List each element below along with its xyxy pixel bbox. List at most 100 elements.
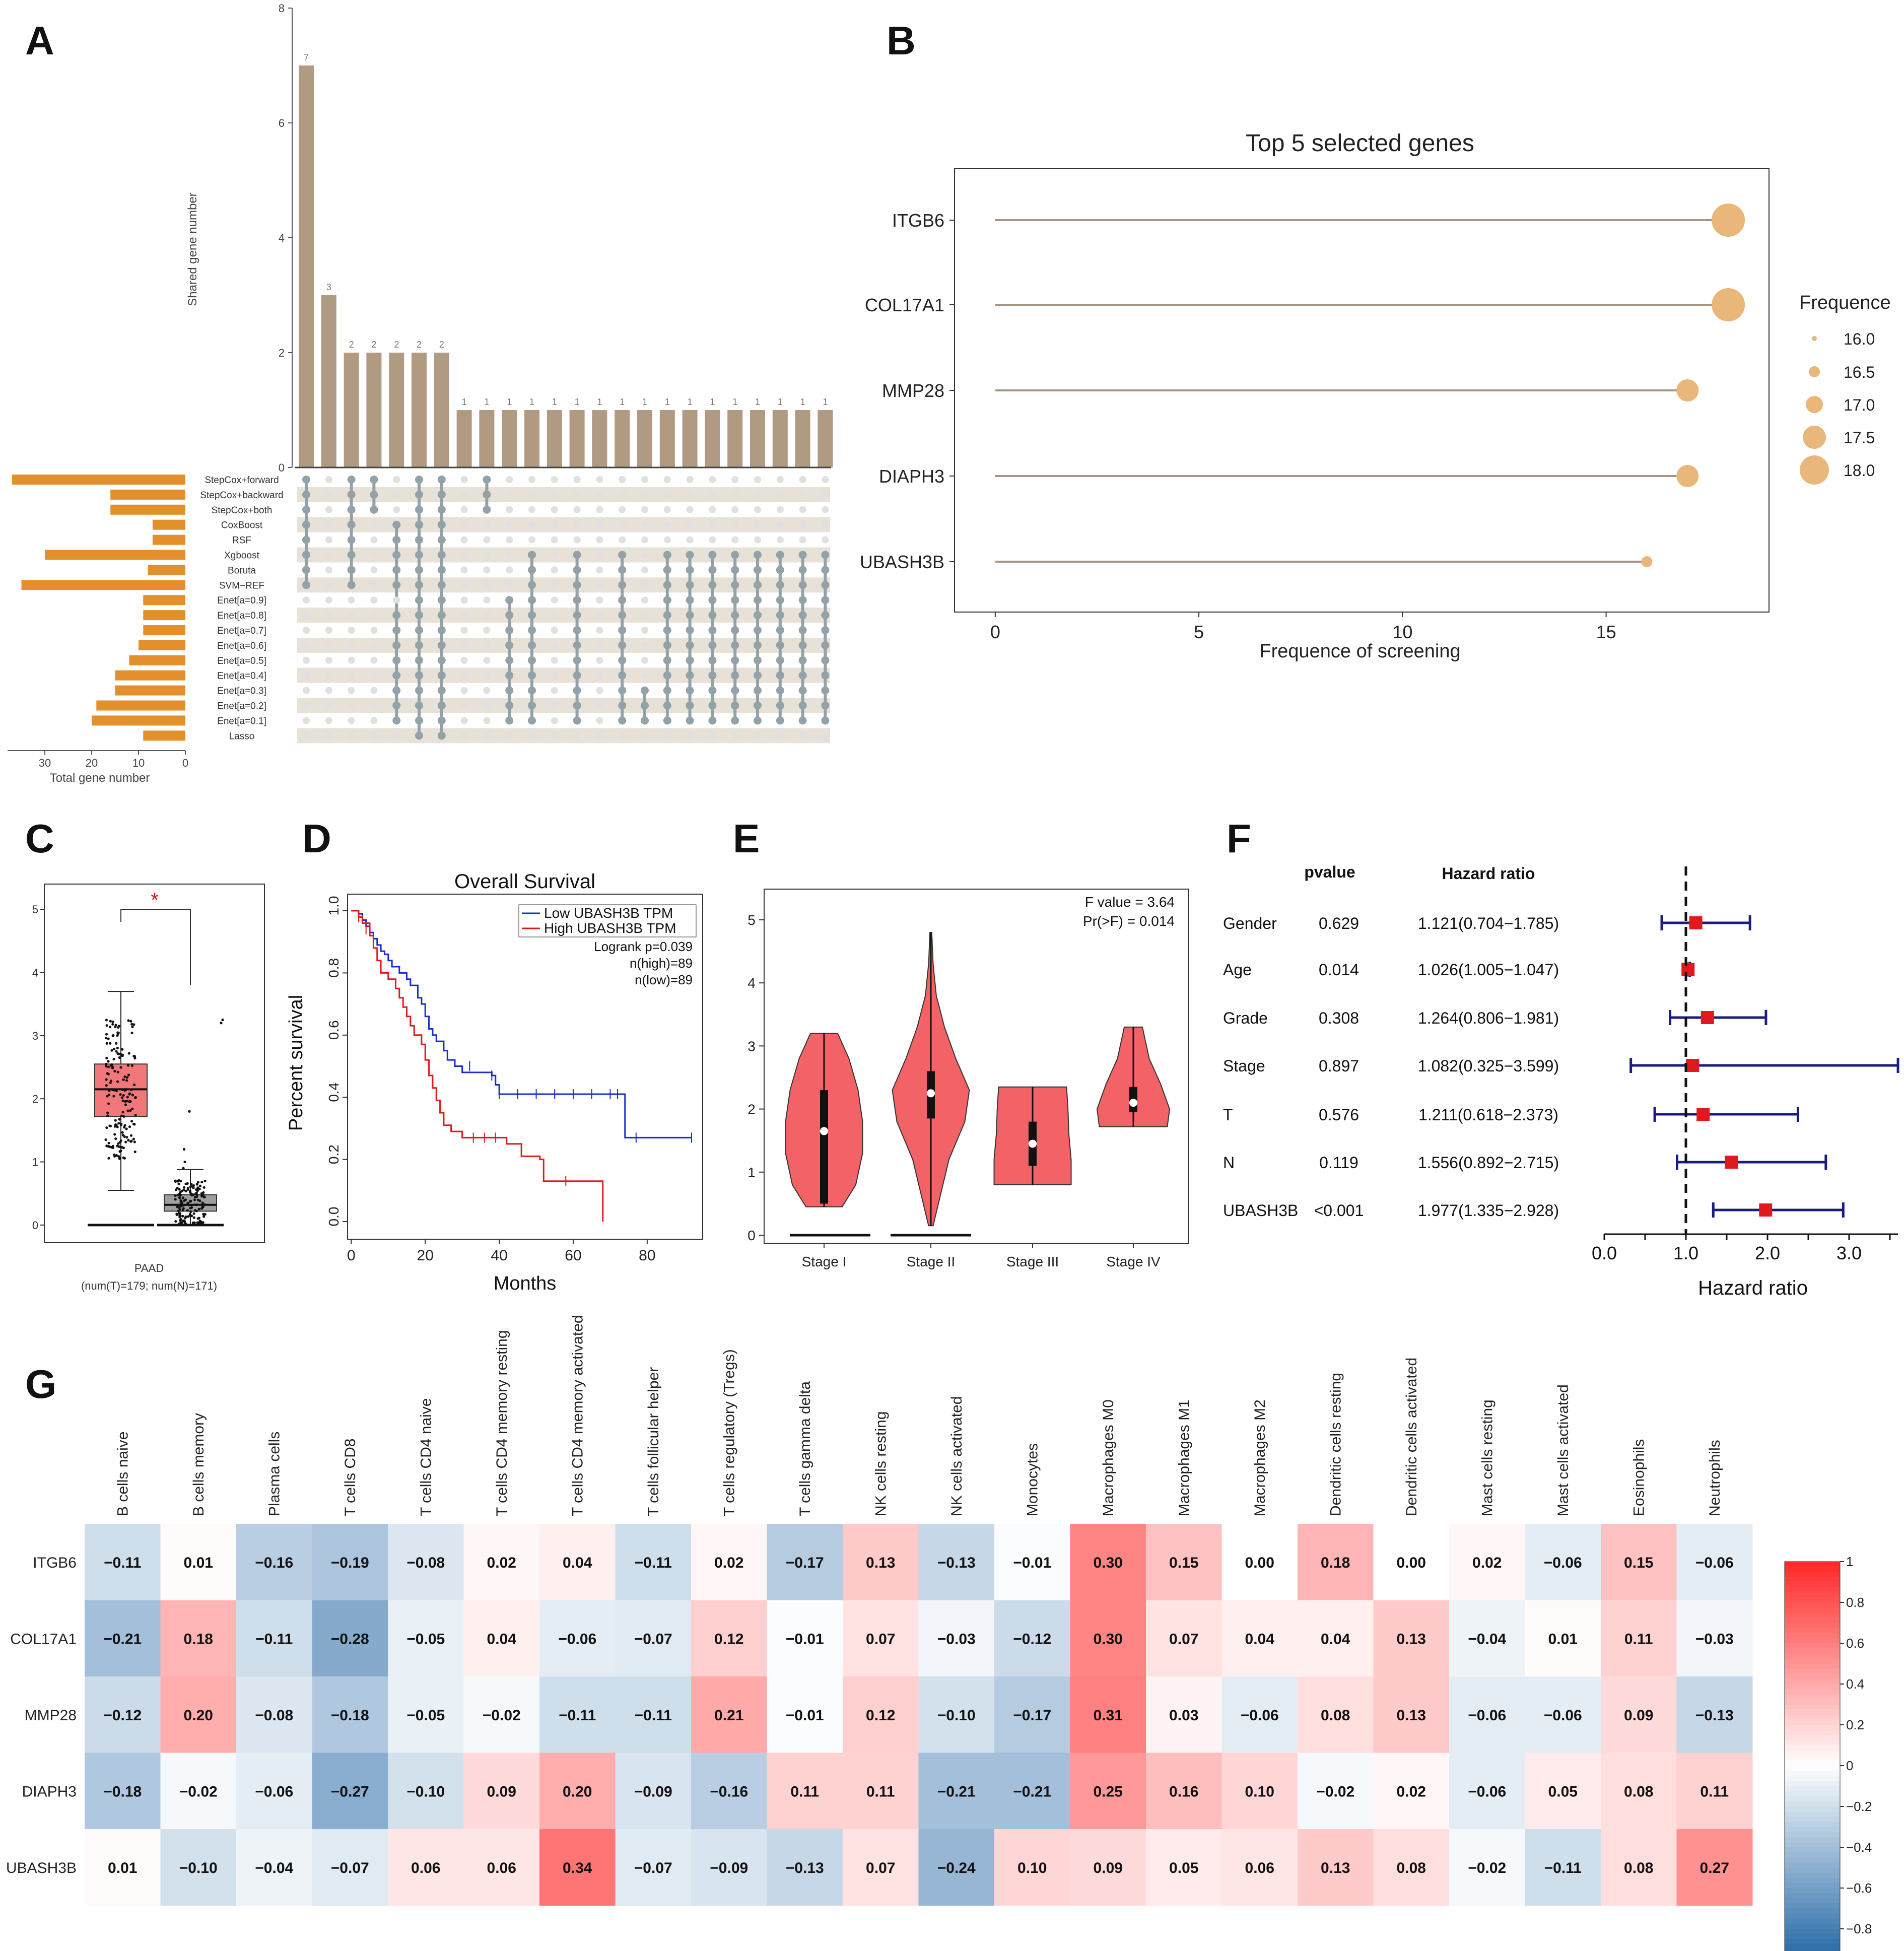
g-cell [994,1600,1070,1677]
a-matrix-dot [528,626,536,634]
a-stripe [297,698,830,713]
c-point [196,1198,199,1201]
b-legend-bubble [1800,455,1829,485]
g-colorbar-seg [1785,1877,1840,1883]
c-point [198,1184,202,1187]
c-ytick-label: 5 [32,903,38,916]
g-colorbar-seg [1785,1658,1840,1664]
a-matrix-dot [392,551,401,559]
b-legend-bubble [1812,336,1817,341]
a-matrix-dot [619,506,626,513]
a-marks: 0 2 4 6 8 7 3 2 2 2 2 2 1 1 1 1 1 1 1 1 1 1 1 1 1 1 1 1 1 StepCox+for… [8,2,833,769]
g-cell-value: −0.13 [786,1860,824,1876]
a-matrix-dot [415,596,423,604]
e-xtick-label: Stage I [802,1254,847,1269]
a-matrix-dot [392,581,401,589]
a-matrix-dot [596,732,603,739]
a-matrix-dot [483,505,491,514]
a-matrix-dot [641,641,648,649]
c-point [189,1210,192,1214]
a-matrix-dot [460,521,468,528]
a-matrix-dot [551,732,558,739]
g-colorbar-seg [1785,1867,1840,1873]
a-matrix-dot [776,491,784,498]
a-matrix-dot [303,641,310,649]
g-cell [615,1676,692,1753]
a-bar [502,410,517,467]
g-cell-value: 0.07 [866,1860,895,1876]
a-matrix-dot [325,732,332,739]
d-legend-box [518,904,697,937]
c-point [105,1126,108,1129]
g-cell-value: 0.04 [1245,1631,1275,1647]
g-cell [1525,1524,1601,1600]
c-point [181,1204,184,1207]
a-matrix-dot [798,566,807,574]
a-bar-label: 3 [326,282,331,292]
a-matrix-dot [709,491,716,498]
g-cell-value: 0.13 [1397,1631,1426,1647]
a-matrix-dot [776,506,784,513]
g-colorbar-seg [1785,1842,1840,1848]
c-point [105,1065,108,1068]
g-cell-value: −0.07 [634,1860,672,1876]
f-hr-text: 1.211(0.618−2.373) [1418,1106,1558,1124]
g-cell-value: 0.02 [1397,1783,1426,1800]
a-matrix-dot [596,581,603,589]
c-point [105,1033,108,1036]
g-colorbar-seg [1785,1771,1840,1777]
g-colorbar-seg [1785,1735,1840,1741]
c-point [178,1196,181,1199]
g-col-label: Eosinophils [1630,1439,1647,1516]
g-cell-value: −0.24 [937,1860,976,1876]
a-matrix-dot [302,476,310,484]
a-bar [569,410,585,467]
c-point [107,1157,110,1160]
a-matrix-dot [686,671,694,680]
a-matrix-dot [528,536,535,544]
g-cell-value: 0.04 [487,1631,517,1647]
b-bubble [1712,204,1745,237]
g-cell-value: 0.20 [563,1783,592,1800]
a-matrix-dot [370,596,378,604]
a-matrix-dot [347,581,356,589]
a-matrix-dot [663,476,671,483]
a-matrix-dot [573,581,581,589]
g-cell [691,1600,767,1677]
a-matrix-dot [551,566,558,574]
g-cell-value: −0.06 [1695,1555,1734,1571]
a-matrix-dot [573,701,581,710]
c-point [195,1203,199,1206]
e-median [1129,1099,1137,1107]
a-matrix-dot [686,551,694,559]
a-matrix-dot [460,581,468,589]
a-matrix-dot [618,671,627,680]
c-point [127,1138,130,1142]
a-bar [727,410,743,467]
d-xtick-label: 80 [639,1247,655,1264]
a-set-label: Enet[a=0.9] [217,595,266,606]
g-cell-value: 0.07 [1169,1631,1198,1647]
f-col-hr: Hazard ratio [1442,864,1535,883]
a-matrix-dot [483,476,491,484]
a-matrix-dot [415,490,423,499]
g-cell [160,1829,237,1906]
c-point [190,1203,193,1206]
a-matrix-dot [551,717,558,724]
g-cell [1298,1676,1374,1753]
a-matrix-dot [663,701,671,710]
a-matrix-dot [822,732,829,739]
a-matrix-dot [798,581,807,589]
g-col-label: Neutrophils [1707,1440,1723,1516]
g-cell [388,1753,464,1830]
c-point [188,1191,192,1194]
a-matrix-dot [348,596,355,604]
a-matrix-dot [709,506,716,513]
a-matrix-dot [528,656,536,664]
g-colorbar-seg [1785,1648,1840,1654]
c-point [174,1188,178,1191]
a-matrix-dot [437,701,446,710]
g-cell-value: 0.08 [1624,1783,1653,1800]
f-point [1681,963,1695,976]
c-point [130,1023,133,1026]
